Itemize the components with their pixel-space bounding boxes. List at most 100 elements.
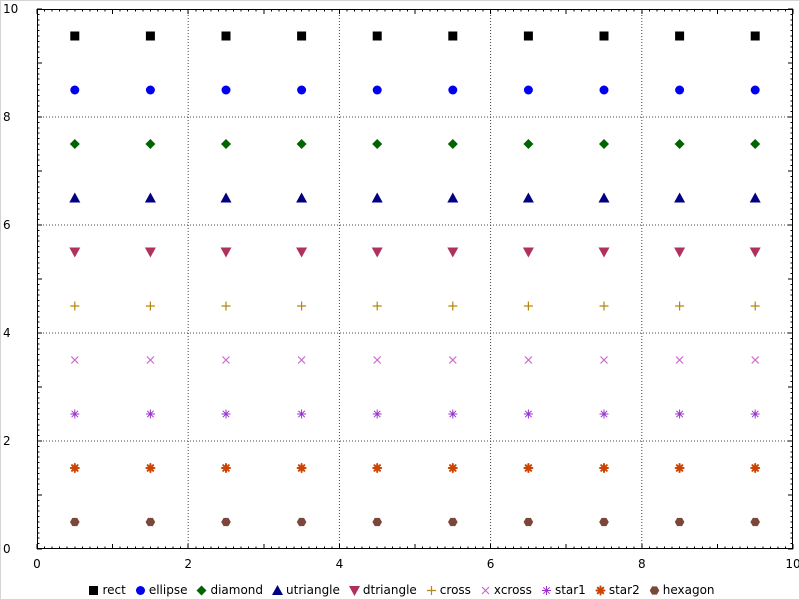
marker-diamond [523, 139, 534, 149]
marker-rect [675, 31, 685, 41]
marker-diamond [69, 139, 80, 149]
marker-diamond [372, 139, 383, 149]
marker-ellipse [675, 85, 685, 95]
legend-marker-ellipse-icon [135, 585, 145, 595]
legend-marker-xcross-icon [481, 586, 490, 594]
marker-rect [297, 31, 307, 41]
marker-ellipse [448, 85, 458, 95]
legend-item-hexagon: hexagon [648, 583, 715, 597]
marker-diamond [750, 139, 761, 149]
marker-rect [372, 31, 382, 41]
legend-marker-hexagon-icon [649, 585, 660, 595]
marker-diamond [145, 139, 156, 149]
marker-star1 [70, 409, 80, 419]
marker-xcross [524, 356, 533, 364]
marker-cross [221, 301, 231, 311]
marker-ellipse [523, 85, 533, 95]
marker-xcross [751, 356, 760, 364]
legend-item-rect: rect [87, 583, 126, 597]
marker-cross [599, 301, 609, 311]
marker-dtriangle [296, 247, 308, 258]
marker-cross [448, 301, 458, 311]
marker-utriangle [144, 192, 156, 203]
legend-item-star2: star2 [594, 583, 640, 597]
marker-cross [145, 301, 155, 311]
marker-hexagon [296, 517, 307, 527]
marker-hexagon [70, 517, 80, 527]
marker-cross [523, 301, 533, 311]
marker-hexagon [674, 517, 685, 527]
marker-dtriangle [674, 247, 686, 258]
x-tick-label: 6 [487, 557, 495, 571]
legend-label: diamond [210, 583, 264, 597]
plot-svg: 0 2 4 6 8 10 0 2 4 6 8 10 [3, 2, 800, 571]
legend-marker-utriangle-icon [272, 584, 284, 595]
marker-diamond [221, 139, 231, 149]
marker-utriangle [69, 192, 81, 203]
marker-star1 [448, 409, 458, 419]
y-tick-label: 10 [3, 2, 18, 16]
marker-hexagon [599, 517, 609, 527]
marker-xcross [373, 356, 382, 364]
legend-label: hexagon [662, 583, 715, 597]
marker-dtriangle [447, 247, 459, 258]
marker-ellipse [145, 85, 155, 95]
marker-star2 [372, 463, 383, 473]
x-tick-label: 0 [33, 557, 41, 571]
x-tick-label: 10 [785, 557, 800, 571]
y-tick-label: 0 [3, 542, 11, 556]
legend-marker-rect-icon [89, 585, 99, 595]
marker-rect [599, 31, 609, 41]
marker-star1 [523, 409, 533, 419]
legend: rect ellipse diamond utriangle dtriangle cros… [1, 581, 799, 599]
marker-rect [750, 31, 760, 41]
marker-star2 [69, 463, 80, 473]
x-tick-label: 2 [184, 557, 192, 571]
y-tick-label: 8 [3, 110, 11, 124]
marker-rect [70, 31, 80, 41]
marker-xcross [146, 356, 155, 364]
marker-dtriangle [144, 247, 156, 258]
legend-item-ellipse: ellipse [134, 583, 187, 597]
marker-star1 [221, 409, 231, 419]
marker-star1 [750, 409, 760, 419]
legend-label: cross [439, 583, 471, 597]
legend-label: star2 [608, 583, 640, 597]
marker-dtriangle [522, 247, 534, 258]
y-tick-label: 6 [3, 218, 11, 232]
marker-star2 [296, 463, 307, 473]
y-tick-label: 2 [3, 434, 11, 448]
legend-label: dtriangle [362, 583, 417, 597]
marker-dtriangle [749, 247, 761, 258]
marker-star1 [145, 409, 155, 419]
marker-ellipse [599, 85, 609, 95]
marker-utriangle [522, 192, 534, 203]
marker-star1 [297, 409, 307, 419]
marker-dtriangle [371, 247, 383, 258]
legend-label: utriangle [286, 583, 340, 597]
marker-utriangle [749, 192, 761, 203]
legend-item-utriangle: utriangle [271, 583, 340, 597]
marker-dtriangle [598, 247, 610, 258]
marker-star2 [750, 463, 761, 473]
marker-star1 [675, 409, 685, 419]
legend-marker-star1-icon [541, 585, 551, 595]
legend-marker-diamond-icon [196, 585, 207, 595]
marker-hexagon [523, 517, 534, 527]
marker-xcross [600, 356, 608, 364]
marker-star2 [523, 463, 534, 473]
marker-dtriangle [69, 247, 81, 258]
legend-marker-cross-icon [426, 585, 436, 595]
marker-utriangle [220, 192, 232, 203]
marker-ellipse [372, 85, 382, 95]
marker-rect [523, 31, 533, 41]
legend-item-star1: star1 [540, 583, 586, 597]
marker-xcross [675, 356, 684, 364]
marker-star2 [145, 463, 156, 473]
y-tick-label: 4 [3, 326, 11, 340]
marker-star2 [221, 463, 231, 473]
x-tick-label: 8 [638, 557, 646, 571]
legend-item-dtriangle: dtriangle [348, 583, 417, 597]
marker-xcross [448, 356, 457, 364]
